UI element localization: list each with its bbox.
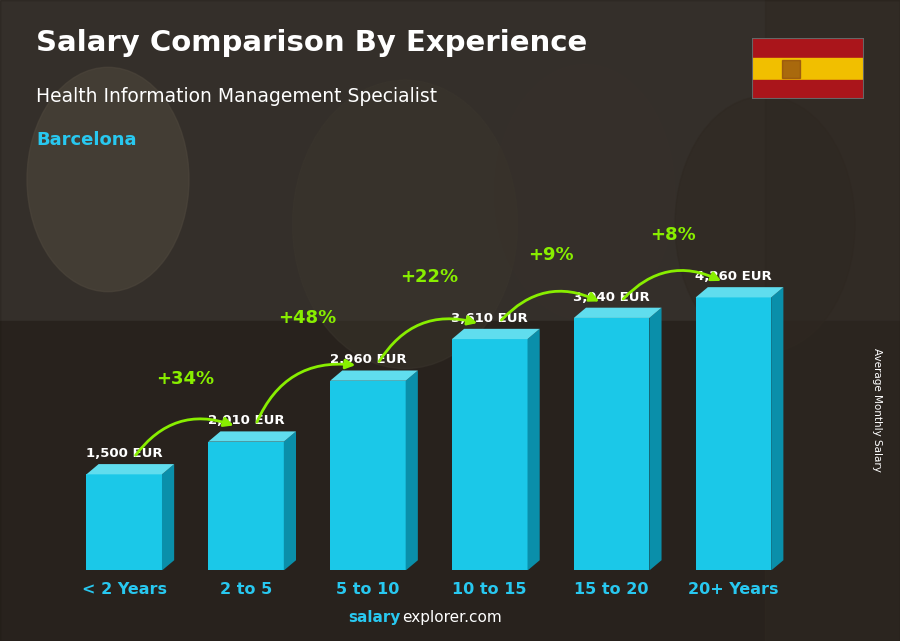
Bar	[330, 381, 406, 570]
Bar	[752, 79, 864, 99]
Bar	[452, 339, 527, 570]
Text: salary: salary	[348, 610, 400, 625]
Text: +9%: +9%	[527, 246, 573, 264]
Bar	[752, 58, 864, 79]
Polygon shape	[527, 329, 540, 570]
Polygon shape	[574, 308, 662, 318]
Polygon shape	[452, 329, 540, 339]
Polygon shape	[650, 308, 662, 570]
Ellipse shape	[675, 96, 855, 353]
Bar	[208, 442, 284, 570]
Polygon shape	[162, 464, 175, 570]
Bar	[752, 38, 864, 58]
Bar	[781, 60, 800, 78]
Bar	[765, 0, 900, 641]
Ellipse shape	[495, 64, 675, 321]
Text: Barcelona: Barcelona	[36, 131, 137, 149]
Bar	[696, 297, 771, 570]
Polygon shape	[284, 431, 296, 570]
Text: +22%: +22%	[400, 267, 458, 285]
Bar	[86, 474, 162, 570]
Text: +34%: +34%	[156, 370, 214, 388]
Polygon shape	[406, 370, 418, 570]
Text: 2,010 EUR: 2,010 EUR	[208, 414, 284, 428]
Polygon shape	[771, 287, 783, 570]
Text: 4,260 EUR: 4,260 EUR	[695, 270, 772, 283]
Text: Salary Comparison By Experience: Salary Comparison By Experience	[36, 29, 587, 57]
Text: 3,610 EUR: 3,610 EUR	[452, 312, 528, 325]
Text: Average Monthly Salary: Average Monthly Salary	[872, 348, 883, 472]
Bar	[574, 318, 650, 570]
Bar	[0, 320, 900, 641]
Text: 3,940 EUR: 3,940 EUR	[573, 290, 650, 304]
Text: Health Information Management Specialist: Health Information Management Specialist	[36, 87, 437, 106]
Text: explorer.com: explorer.com	[402, 610, 502, 625]
Polygon shape	[86, 464, 175, 474]
Polygon shape	[330, 370, 418, 381]
Text: 2,960 EUR: 2,960 EUR	[329, 353, 406, 367]
Polygon shape	[696, 287, 783, 297]
Text: 1,500 EUR: 1,500 EUR	[86, 447, 163, 460]
Polygon shape	[208, 431, 296, 442]
Bar	[0, 0, 900, 320]
Ellipse shape	[27, 67, 189, 292]
Text: +48%: +48%	[278, 309, 336, 327]
Ellipse shape	[292, 80, 518, 369]
Text: +8%: +8%	[650, 226, 696, 244]
